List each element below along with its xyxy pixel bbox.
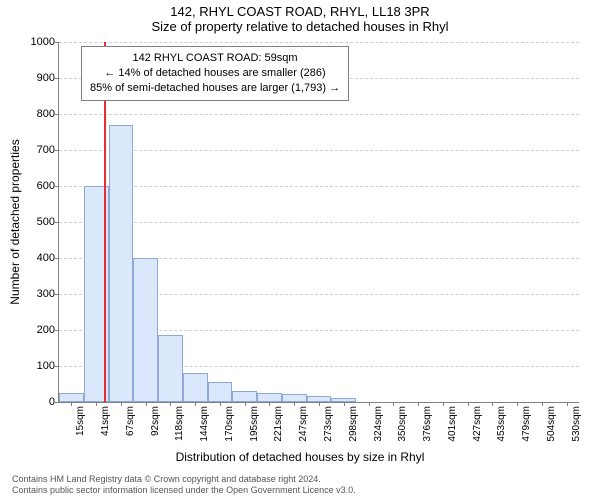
- xtick-mark: [369, 402, 370, 406]
- ytick-mark: [55, 78, 59, 79]
- ytick-label: 400: [37, 252, 55, 264]
- ytick-mark: [55, 42, 59, 43]
- histogram-bar: [158, 335, 183, 402]
- annotation-line1: 142 RHYL COAST ROAD: 59sqm: [90, 51, 340, 66]
- annotation-line3: 85% of semi-detached houses are larger (…: [90, 81, 340, 96]
- xtick-label: 453sqm: [496, 406, 507, 442]
- ytick-mark: [55, 330, 59, 331]
- xtick-mark: [96, 402, 97, 406]
- histogram-bar: [232, 391, 257, 402]
- ytick-label: 300: [37, 288, 55, 300]
- xtick-label: 15sqm: [75, 406, 86, 436]
- xtick-mark: [319, 402, 320, 406]
- xtick-mark: [393, 402, 394, 406]
- ytick-label: 1000: [31, 36, 55, 48]
- gridline: [59, 114, 579, 115]
- xtick-label: 118sqm: [174, 406, 185, 441]
- xtick-label: 298sqm: [348, 406, 359, 442]
- histogram-bar: [109, 125, 134, 402]
- histogram-bar: [59, 393, 84, 402]
- ytick-mark: [55, 222, 59, 223]
- annotation-line2: ← 14% of detached houses are smaller (28…: [90, 66, 340, 81]
- ytick-label: 500: [37, 216, 55, 228]
- ytick-mark: [55, 366, 59, 367]
- histogram-bar: [282, 394, 307, 402]
- histogram-bar: [257, 393, 282, 402]
- xtick-mark: [517, 402, 518, 406]
- ytick-mark: [55, 258, 59, 259]
- xtick-label: 273sqm: [323, 406, 334, 442]
- xtick-label: 41sqm: [100, 406, 111, 436]
- title-address: 142, RHYL COAST ROAD, RHYL, LL18 3PR: [0, 0, 600, 19]
- annotation-box: 142 RHYL COAST ROAD: 59sqm ← 14% of deta…: [81, 46, 349, 101]
- xtick-label: 92sqm: [150, 406, 161, 436]
- xtick-label: 479sqm: [521, 406, 532, 442]
- xtick-mark: [121, 402, 122, 406]
- histogram-bar: [183, 373, 208, 402]
- histogram-bar: [133, 258, 158, 402]
- chart-plot-area: 0100200300400500600700800900100015sqm41s…: [58, 42, 579, 403]
- xtick-mark: [542, 402, 543, 406]
- xtick-mark: [269, 402, 270, 406]
- xtick-mark: [146, 402, 147, 406]
- xtick-label: 376sqm: [422, 406, 433, 442]
- xtick-label: 144sqm: [199, 406, 210, 442]
- footer-line1: Contains HM Land Registry data © Crown c…: [12, 474, 356, 485]
- ytick-label: 100: [37, 360, 55, 372]
- ytick-mark: [55, 150, 59, 151]
- footer-attribution: Contains HM Land Registry data © Crown c…: [12, 474, 356, 496]
- ytick-mark: [55, 114, 59, 115]
- xtick-label: 504sqm: [546, 406, 557, 442]
- xtick-mark: [294, 402, 295, 406]
- xtick-label: 530sqm: [571, 406, 582, 442]
- xtick-mark: [418, 402, 419, 406]
- y-axis-label: Number of detached properties: [8, 139, 22, 304]
- gridline: [59, 150, 579, 151]
- x-axis-label: Distribution of detached houses by size …: [0, 450, 600, 464]
- footer-line2: Contains public sector information licen…: [12, 485, 356, 496]
- xtick-label: 195sqm: [249, 406, 260, 442]
- xtick-mark: [492, 402, 493, 406]
- gridline: [59, 222, 579, 223]
- xtick-mark: [195, 402, 196, 406]
- xtick-label: 350sqm: [397, 406, 408, 442]
- xtick-mark: [170, 402, 171, 406]
- ytick-label: 200: [37, 324, 55, 336]
- xtick-mark: [71, 402, 72, 406]
- ytick-label: 700: [37, 144, 55, 156]
- ytick-label: 600: [37, 180, 55, 192]
- xtick-mark: [220, 402, 221, 406]
- ytick-mark: [55, 402, 59, 403]
- ytick-label: 900: [37, 72, 55, 84]
- gridline: [59, 186, 579, 187]
- xtick-mark: [567, 402, 568, 406]
- xtick-label: 221sqm: [273, 406, 284, 442]
- ytick-mark: [55, 186, 59, 187]
- xtick-label: 170sqm: [224, 406, 235, 442]
- xtick-label: 247sqm: [298, 406, 309, 442]
- xtick-label: 67sqm: [125, 406, 136, 436]
- ytick-label: 800: [37, 108, 55, 120]
- xtick-label: 427sqm: [472, 406, 483, 442]
- xtick-mark: [468, 402, 469, 406]
- xtick-mark: [344, 402, 345, 406]
- histogram-bar: [208, 382, 233, 402]
- gridline: [59, 42, 579, 43]
- ytick-mark: [55, 294, 59, 295]
- ytick-label: 0: [49, 396, 55, 408]
- xtick-mark: [245, 402, 246, 406]
- xtick-mark: [443, 402, 444, 406]
- title-subtitle: Size of property relative to detached ho…: [0, 19, 600, 36]
- xtick-label: 401sqm: [447, 406, 458, 442]
- xtick-label: 324sqm: [373, 406, 384, 442]
